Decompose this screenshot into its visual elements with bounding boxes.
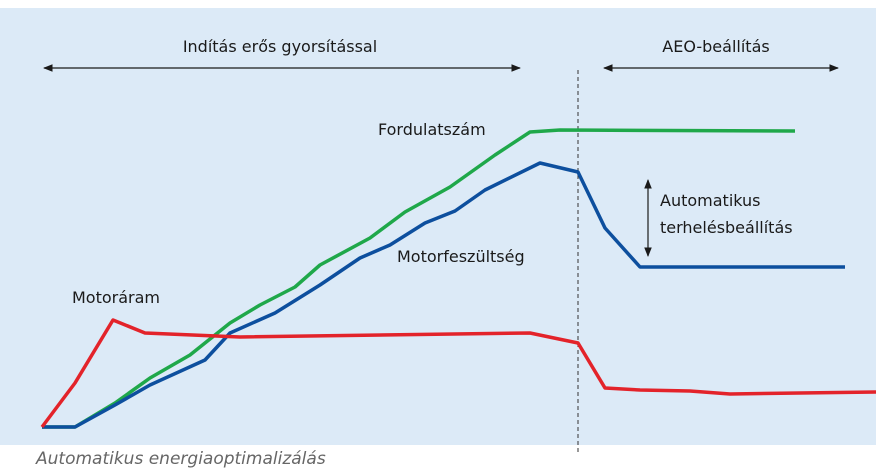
curve-label: Motoráram (72, 288, 160, 307)
panel (0, 8, 876, 445)
annotation: terhelésbeállítás (660, 218, 793, 237)
speed-curve (42, 128, 796, 429)
annotation: Automatikus (660, 191, 761, 210)
voltage-curve (42, 161, 845, 429)
current-curve (40, 318, 876, 429)
phase-label: Indítás erős gyorsítással (183, 37, 377, 56)
caption: Automatikus energiaoptimalizálás (35, 449, 326, 469)
curve-label: Fordulatszám (378, 120, 486, 139)
curve-label: Motorfeszültség (397, 247, 525, 266)
phase-label: AEO-beállítás (662, 37, 769, 56)
